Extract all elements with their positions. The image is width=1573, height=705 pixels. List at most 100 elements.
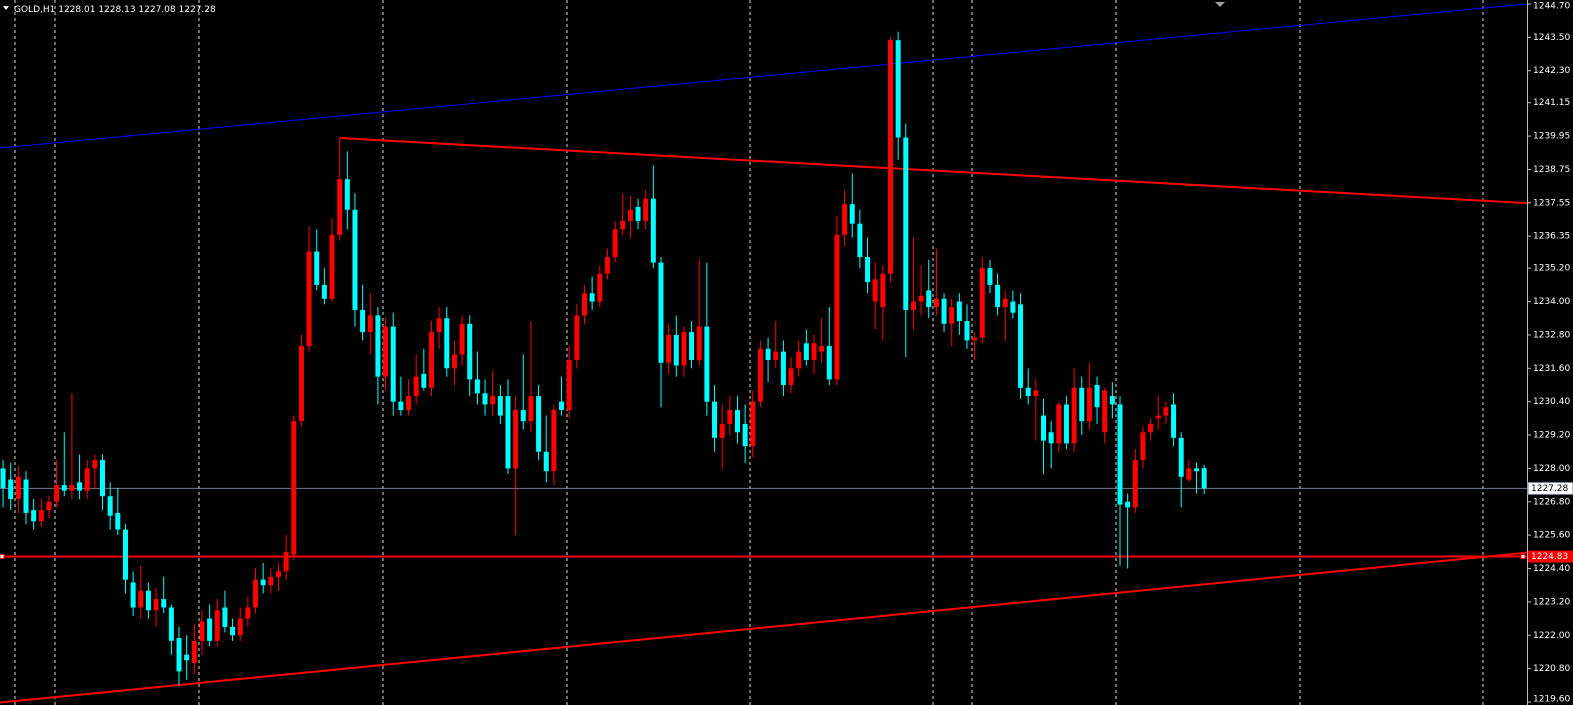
candle-body <box>742 423 748 447</box>
candle-body <box>451 354 457 369</box>
candle-body <box>1201 468 1207 489</box>
candle-body <box>956 301 962 322</box>
candle-body <box>773 351 779 360</box>
candle-body <box>153 599 159 611</box>
candle-body <box>15 476 21 499</box>
y-tick-label: 1241.15 <box>1533 98 1570 108</box>
candle-body <box>1102 390 1108 433</box>
candle-body <box>1178 437 1184 477</box>
candle-body <box>551 410 557 472</box>
candle-body <box>38 510 44 522</box>
candle-body <box>222 607 228 627</box>
candle-body <box>612 229 618 258</box>
candle-body <box>604 257 610 274</box>
candle-body <box>589 293 595 302</box>
candle-body <box>1025 387 1031 397</box>
chart-header: GOLD,H1 1228.01 1228.13 1227.08 1227.28 <box>14 5 216 15</box>
y-tick-label: 1228.00 <box>1533 464 1570 474</box>
candle-body <box>910 301 916 310</box>
candle-body <box>1079 387 1085 422</box>
candle-body <box>275 571 281 577</box>
candle-body <box>1086 387 1092 422</box>
trendline <box>339 137 1528 205</box>
candle-body <box>497 396 503 416</box>
candle-body <box>283 551 289 572</box>
candle-body <box>8 479 14 499</box>
candle-body <box>581 293 587 316</box>
candle-body <box>941 298 947 324</box>
candle-body <box>513 410 519 469</box>
candle-body <box>268 576 274 586</box>
candle-body <box>130 582 136 608</box>
candle-body <box>329 234 335 299</box>
candle-body <box>490 396 496 405</box>
candle-body <box>834 234 840 380</box>
candle-body <box>161 599 167 608</box>
candle-body <box>1010 301 1016 313</box>
candle-body <box>895 40 901 138</box>
candle-body <box>467 323 473 380</box>
candle-body <box>214 610 220 641</box>
candle-body <box>627 209 633 221</box>
candle-body <box>31 510 37 522</box>
y-tick-label: 1232.80 <box>1533 330 1570 340</box>
candle-body <box>1041 415 1047 441</box>
candle-body <box>428 332 434 388</box>
candle-body <box>574 315 580 360</box>
quote-low: 1227.08 <box>138 5 175 15</box>
candle-body <box>788 368 794 385</box>
candle-body <box>321 284 327 299</box>
candle-body <box>803 343 809 360</box>
candle-body <box>903 137 909 310</box>
candle-body <box>926 290 932 308</box>
candle-body <box>176 638 182 672</box>
candle-body <box>559 401 565 411</box>
candle-body <box>1117 404 1123 505</box>
candle-body <box>635 207 641 221</box>
candle-body <box>482 393 488 405</box>
candle-body <box>1186 468 1192 480</box>
plot-area <box>0 3 1528 704</box>
candle-body <box>1002 298 1008 308</box>
candle-body <box>696 326 702 360</box>
symbol: GOLD,H1 <box>14 5 55 15</box>
candle-body <box>145 590 151 611</box>
candle-body <box>436 318 442 333</box>
y-tick-label: 1237.55 <box>1533 198 1570 208</box>
candle-body <box>237 618 243 636</box>
level-anchor <box>1520 554 1526 560</box>
y-tick-label: 1226.80 <box>1533 497 1570 507</box>
candle-body <box>1094 384 1100 408</box>
candle-body <box>23 479 29 513</box>
candle-body <box>842 204 848 235</box>
candle-body <box>398 401 404 411</box>
candle-body <box>84 468 90 491</box>
y-tick-label: 1238.75 <box>1533 165 1570 175</box>
candle-body <box>597 273 603 302</box>
candle-body <box>383 326 389 377</box>
y-tick-label: 1229.20 <box>1533 431 1570 441</box>
y-tick-label: 1236.35 <box>1533 232 1570 242</box>
y-tick-label: 1230.40 <box>1533 397 1570 407</box>
candle-body <box>199 621 205 641</box>
y-tick-label: 1223.20 <box>1533 597 1570 607</box>
candle-body <box>765 348 771 360</box>
candle-body <box>0 468 6 488</box>
quote-high: 1228.13 <box>98 5 135 15</box>
candle-body <box>1125 501 1131 508</box>
candle-body <box>712 401 718 438</box>
candle-body <box>536 396 542 452</box>
level-anchor <box>0 554 5 560</box>
candle-body <box>367 315 373 333</box>
candle-body <box>406 396 412 411</box>
candle-body <box>650 198 656 263</box>
y-tick-label: 1224.40 <box>1533 564 1570 574</box>
candle-body <box>750 401 756 447</box>
y-tick-label: 1242.30 <box>1533 66 1570 76</box>
level-price-box <box>1528 550 1573 563</box>
menu-arrow[interactable] <box>3 6 9 10</box>
candle-body <box>1063 404 1069 444</box>
